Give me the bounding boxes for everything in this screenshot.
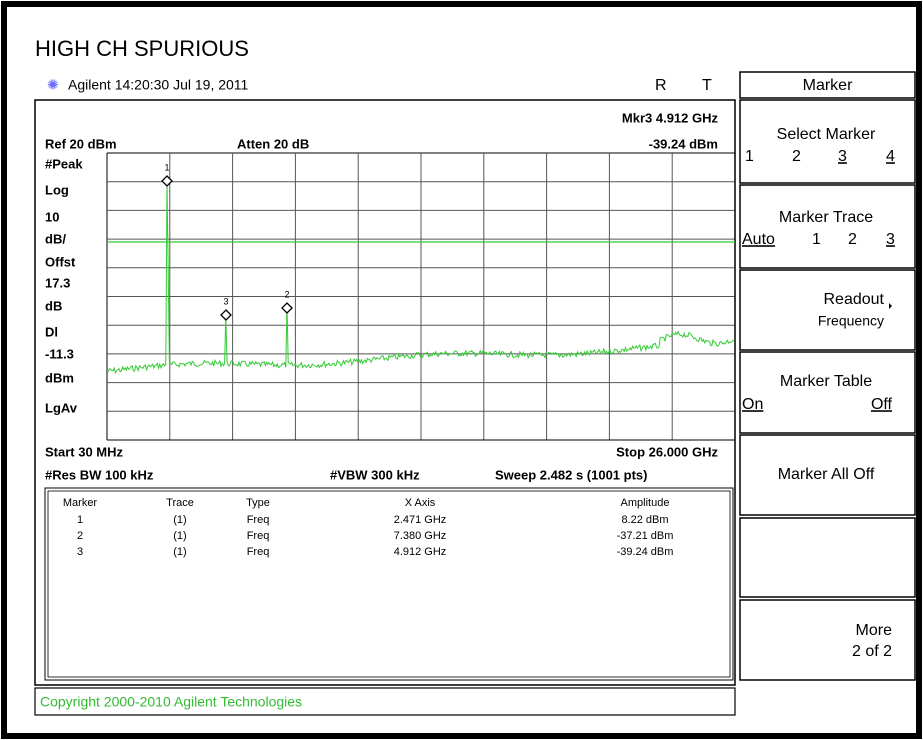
softkey[interactable]: [739, 517, 916, 598]
softkey-label: Off: [871, 396, 893, 413]
screen-annotation: Offst: [45, 254, 76, 269]
marker-number: 2: [284, 289, 289, 299]
res-bw: #Res BW 100 kHz: [45, 467, 154, 482]
table-cell: 7.380 GHz: [394, 530, 447, 542]
menu-title-box: [739, 71, 916, 99]
softkey[interactable]: [739, 184, 916, 269]
table-cell: -39.24 dBm: [617, 546, 674, 558]
table-cell: 1: [77, 514, 83, 526]
table-cell: (1): [173, 514, 186, 526]
softkey-label: 2 of 2: [852, 643, 892, 660]
table-cell: 2: [77, 530, 83, 542]
softkey-label: More: [856, 622, 893, 639]
softkey-label: Frequency: [818, 313, 884, 329]
table-header: X Axis: [405, 497, 436, 509]
screen-annotation: dB: [45, 298, 62, 313]
ref-level: Ref 20 dBm: [45, 136, 117, 151]
table-cell: Freq: [247, 530, 270, 542]
sweep: Sweep 2.482 s (1001 pts): [495, 467, 647, 482]
table-cell: 8.22 dBm: [621, 514, 668, 526]
softkey[interactable]: [739, 599, 916, 681]
softkey-label: Marker Table: [780, 373, 872, 390]
table-cell: (1): [173, 546, 186, 558]
softkey-label: Readout: [824, 291, 885, 308]
table-header: Type: [246, 497, 270, 509]
softkey[interactable]: [739, 269, 916, 351]
softkey-label: Select Marker: [777, 126, 876, 143]
status-t: T: [702, 77, 712, 94]
start-freq: Start 30 MHz: [45, 444, 124, 459]
screen-annotation: -11.3: [45, 346, 74, 361]
marker-diamond: [220, 309, 232, 321]
screen-annotation: 10: [45, 209, 59, 224]
table-header: Marker: [63, 497, 98, 509]
screen-annotation: dBm: [45, 370, 74, 385]
table-cell: 4.912 GHz: [394, 546, 447, 558]
agilent-logo: ✺: [47, 77, 59, 93]
copyright: Copyright 2000-2010 Agilent Technologies: [40, 694, 302, 710]
stop-freq: Stop 26.000 GHz: [616, 444, 718, 459]
table-cell: 2.471 GHz: [394, 514, 447, 526]
table-header: Amplitude: [621, 497, 670, 509]
marker-table-frame: [44, 487, 734, 681]
title: HIGH CH SPURIOUS: [35, 36, 249, 61]
table-cell: -37.21 dBm: [617, 530, 674, 542]
marker-table-inner: [47, 490, 731, 678]
table-cell: Freq: [247, 514, 270, 526]
softkey-label: Marker All Off: [778, 466, 875, 483]
softkey-label: 2: [792, 148, 801, 165]
softkey-label: 3: [886, 231, 895, 248]
screen-annotation: Dl: [45, 324, 58, 339]
marker-amplitude: -39.24 dBm: [649, 136, 718, 151]
screen-annotation: LgAv: [45, 400, 78, 415]
attenuation: Atten 20 dB: [237, 136, 309, 151]
softkey-label: 4: [886, 148, 895, 165]
softkey[interactable]: [739, 434, 916, 516]
softkey-label: 3: [838, 148, 847, 165]
screen-annotation: 17.3: [45, 275, 70, 290]
softkey-label: 2: [848, 231, 857, 248]
marker-readout: Mkr3 4.912 GHz: [622, 110, 719, 125]
menu-title: Marker: [803, 77, 853, 94]
screen-annotation: #Peak: [45, 156, 83, 171]
screen-annotation: dB/: [45, 231, 66, 246]
softkey-label: Marker Trace: [779, 209, 873, 226]
softkey-label: 1: [812, 231, 821, 248]
table-header: Trace: [166, 497, 194, 509]
instrument-line: Agilent 14:20:30 Jul 19, 2011: [68, 77, 249, 93]
marker-number: 1: [164, 162, 169, 172]
status-r: R: [655, 77, 667, 94]
softkey-label: 1: [745, 148, 754, 165]
table-cell: 3: [77, 546, 83, 558]
softkey[interactable]: [739, 99, 916, 184]
vbw: #VBW 300 kHz: [330, 467, 420, 482]
softkey[interactable]: [739, 351, 916, 434]
softkey-label: Auto: [742, 231, 775, 248]
status-bar: [34, 687, 736, 716]
trace: [106, 181, 735, 374]
marker-diamond: [161, 175, 173, 187]
screen-annotation: Log: [45, 182, 69, 197]
marker-number: 3: [223, 296, 228, 306]
table-cell: Freq: [247, 546, 270, 558]
table-cell: (1): [173, 530, 186, 542]
marker-diamond: [281, 302, 293, 314]
softkey-label: On: [742, 396, 763, 413]
submenu-arrow: [889, 303, 892, 309]
